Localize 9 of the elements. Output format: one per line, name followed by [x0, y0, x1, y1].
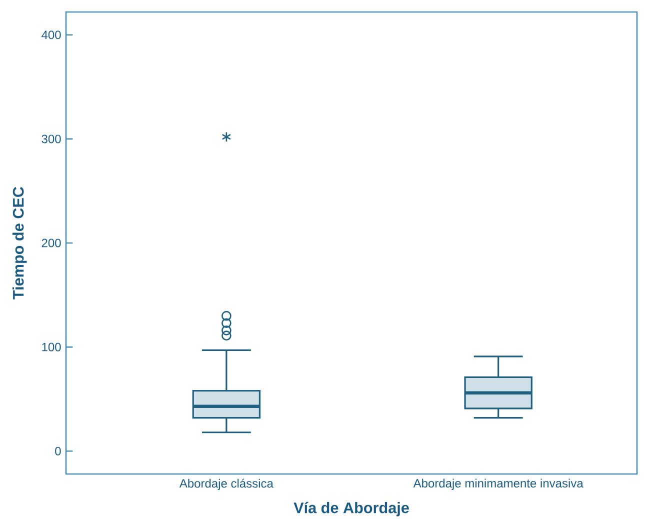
y-tick-label: 400 — [42, 30, 61, 40]
x-tick-label: Abordaje clássica — [179, 478, 274, 490]
x-tick-label: Abordaje minimamente invasiva — [413, 478, 584, 490]
y-axis-title: Tiempo de CEC — [12, 186, 27, 300]
y-tick-label: 300 — [42, 134, 61, 144]
y-tick-label: 200 — [42, 238, 61, 248]
x-axis-title: Vía de Abordaje — [294, 502, 409, 516]
y-tick-label: 0 — [55, 446, 61, 456]
y-tick-label: 100 — [42, 342, 61, 352]
